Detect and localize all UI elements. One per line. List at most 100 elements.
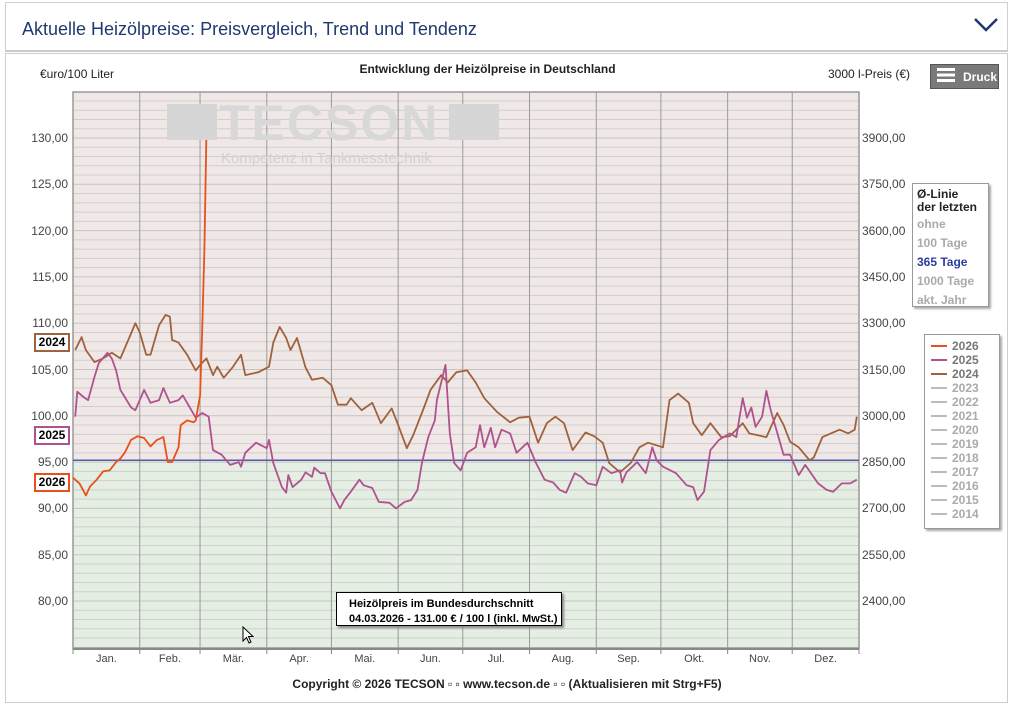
y-tick-label: 125,00 [31,177,68,192]
tecson-watermark-logo: TECSON [167,95,499,151]
x-tick-label: Jul. [487,653,505,665]
y-tick-label: 120,00 [31,223,68,238]
legend-swatch [931,387,947,389]
y-tick-label: 85,00 [37,547,68,562]
tooltip-line2: 04.03.2026 - 131.00 € / 100 l (inkl. MwS… [349,613,558,625]
avg-option-akt-jahr[interactable]: akt. Jahr [917,293,967,307]
y2-tick-label: 3150,00 [862,362,906,377]
avg-title-1: Ø-Linie [917,187,959,201]
y-tick-label: 80,00 [37,594,68,608]
y2-tick-label: 3750,00 [862,177,906,192]
chart-title: Entwicklung der Heizölpreise in Deutschl… [359,62,616,76]
avg-option-365[interactable]: 365 Tage [917,255,968,269]
legend-swatch [931,471,947,473]
print-label: Druck [963,69,998,84]
legend-item-2022[interactable]: 2022 [931,395,993,409]
legend-item-2018[interactable]: 2018 [931,451,993,465]
legend-item-2023[interactable]: 2023 [931,381,993,395]
legend-swatch [931,345,947,347]
legend-swatch [931,415,947,417]
y-tick-label: 95,00 [37,455,68,470]
legend-item-2025[interactable]: 2025 [931,353,993,367]
legend-label: 2025 [952,353,979,367]
print-button[interactable]: Druck [930,64,999,89]
year-badge-2025: 2025 [34,426,70,445]
year-badge-2026: 2026 [34,473,70,492]
legend-label: 2021 [952,409,979,423]
watermark-slogan: Kompetenz in Tankmesstechnik [221,150,432,167]
chart-frame [5,53,1008,703]
page-title: Aktuelle Heizölpreise: Preisvergleich, T… [22,19,477,39]
y-tick-label: 110,00 [32,316,68,331]
legend-swatch [931,429,947,431]
avg-option-1000[interactable]: 1000 Tage [917,274,975,288]
legend-label: 2018 [952,451,979,465]
avg-title-2: der letzten [917,200,978,214]
legend-swatch [931,499,947,501]
x-tick-label: Mai. [354,653,376,665]
legend-item-2019[interactable]: 2019 [931,437,993,451]
x-tick-label: Okt. [684,653,705,665]
y2-tick-label: 3600,00 [862,223,906,238]
legend-item-2014[interactable]: 2014 [931,507,993,521]
legend-item-2026[interactable]: 2026 [931,339,993,353]
series-line-2025 [74,351,858,510]
year-badge-2024: 2024 [34,333,70,352]
y2-axis-label: 3000 l-Preis (€) [828,67,911,81]
legend-label: 2014 [952,507,979,521]
tooltip: Heizölpreis im Bundesdurchschnitt 04.03.… [336,592,562,626]
legend-item-2024[interactable]: 2024 [931,367,993,381]
x-tick-label: Nov. [749,653,771,665]
legend-item-2017[interactable]: 2017 [931,465,993,479]
legend-swatch [931,443,947,445]
page-header: Aktuelle Heizölpreise: Preisvergleich, T… [5,2,1008,52]
series-line-2026 [72,128,208,497]
year-legend: 2026 2025 2024 2023 2022 2021 2020 2019 2018 2017… [924,334,1000,529]
average-line-selector: Ø-Linie der letzten ohne 100 Tage 365 Ta… [912,183,989,307]
y2-tick-label: 3300,00 [862,316,906,331]
legend-label: 2024 [952,367,979,381]
y2-tick-label: 3450,00 [862,269,906,284]
legend-label: 2023 [952,381,979,395]
legend-swatch [931,457,947,459]
x-tick-label: Mär. [222,653,245,665]
chevron-down-icon[interactable] [973,17,999,38]
legend-label: 2022 [952,395,979,409]
legend-swatch [931,401,947,403]
legend-label: 2015 [952,493,979,507]
legend-label: 2026 [952,339,979,353]
legend-swatch [931,513,947,515]
x-tick-label: Jan. [95,653,117,665]
y2-tick-label: 3000,00 [862,408,906,423]
y-tick-label: 105,00 [31,362,68,377]
y2-tick-label: 2400,00 [862,594,906,608]
legend-swatch [931,359,947,361]
x-tick-label: Feb. [158,653,181,665]
y-tick-label: 130,00 [31,131,68,145]
y2-tick-label: 2850,00 [862,455,906,470]
avg-option-100[interactable]: 100 Tage [917,236,968,250]
legend-item-2015[interactable]: 2015 [931,493,993,507]
legend-item-2020[interactable]: 2020 [931,423,993,437]
series-line-2024 [74,313,858,474]
legend-label: 2020 [952,423,979,437]
y-tick-label: 115,00 [32,269,68,284]
y-axis-label: €uro/100 Liter [40,67,115,81]
tooltip-line1: Heizölpreis im Bundesdurchschnitt [349,598,534,610]
x-tick-label: Sep. [617,653,640,665]
legend-label: 2017 [952,465,979,479]
x-tick-label: Apr. [289,653,309,665]
legend-item-2021[interactable]: 2021 [931,409,993,423]
legend-swatch [931,373,947,375]
x-tick-label: Jun. [420,653,441,665]
legend-item-2016[interactable]: 2016 [931,479,993,493]
avg-option-ohne[interactable]: ohne [917,217,946,231]
y2-tick-label: 3900,00 [862,131,906,145]
menu-icon [937,68,955,85]
x-tick-label: Aug. [551,653,575,665]
legend-swatch [931,485,947,487]
y-tick-label: 100,00 [31,408,68,423]
legend-label: 2016 [952,479,979,493]
legend-label: 2019 [952,437,979,451]
